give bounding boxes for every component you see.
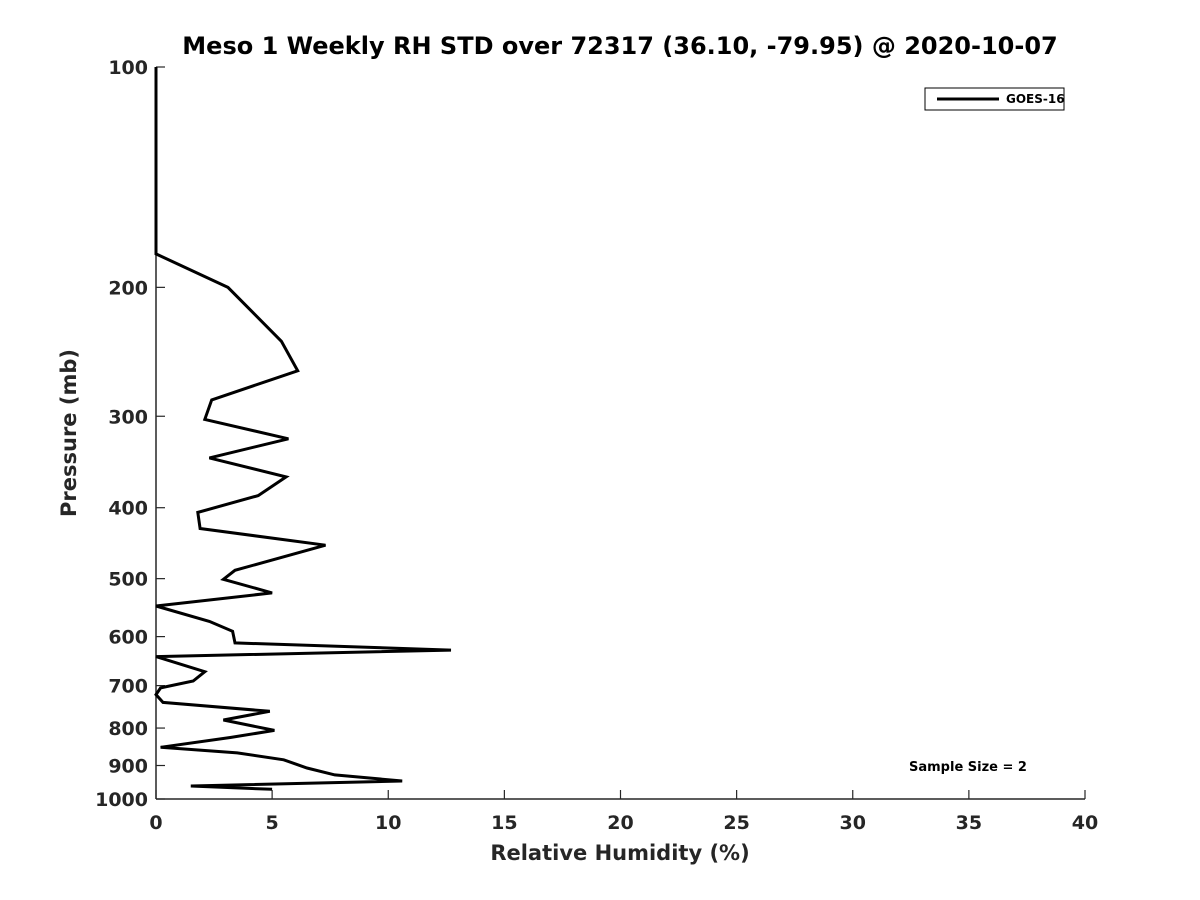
x-tick-label: 15 (491, 812, 517, 834)
y-axis-label: Pressure (mb) (57, 349, 81, 517)
y-tick-label: 300 (108, 406, 148, 428)
legend-label: GOES-16 (1006, 92, 1065, 106)
y-tick-label: 1000 (95, 789, 148, 811)
x-tick-label: 5 (266, 812, 279, 834)
y-tick-label: 500 (108, 569, 148, 591)
x-tick-label: 35 (956, 812, 982, 834)
y-tick-label: 600 (108, 627, 148, 649)
series-layer (154, 67, 452, 791)
y-tick-label: 700 (108, 676, 148, 698)
legend: GOES-16 (924, 87, 1065, 111)
x-tick-label: 30 (840, 812, 866, 834)
ticks: 0 5 10 15 20 25 30 35 40 100 200 300 400 500 600 700 800… (95, 57, 1098, 834)
x-tick-label: 40 (1072, 812, 1098, 834)
y-tick-label: 800 (108, 718, 148, 740)
y-tick-label: 100 (108, 57, 148, 79)
x-tick-label: 25 (723, 812, 749, 834)
x-tick-label: 20 (607, 812, 633, 834)
y-tick-label: 900 (108, 756, 148, 778)
axes (155, 67, 1085, 800)
y-tick-label: 200 (108, 277, 148, 299)
x-tick-label: 0 (149, 812, 162, 834)
x-tick-label: 10 (375, 812, 401, 834)
chart-title: Meso 1 Weekly RH STD over 72317 (36.10, … (182, 32, 1057, 60)
x-axis-label: Relative Humidity (%) (490, 841, 749, 865)
series-line-goes-16 (154, 67, 452, 791)
y-tick-label: 400 (108, 498, 148, 520)
sample-size-annotation: Sample Size = 2 (909, 760, 1027, 775)
